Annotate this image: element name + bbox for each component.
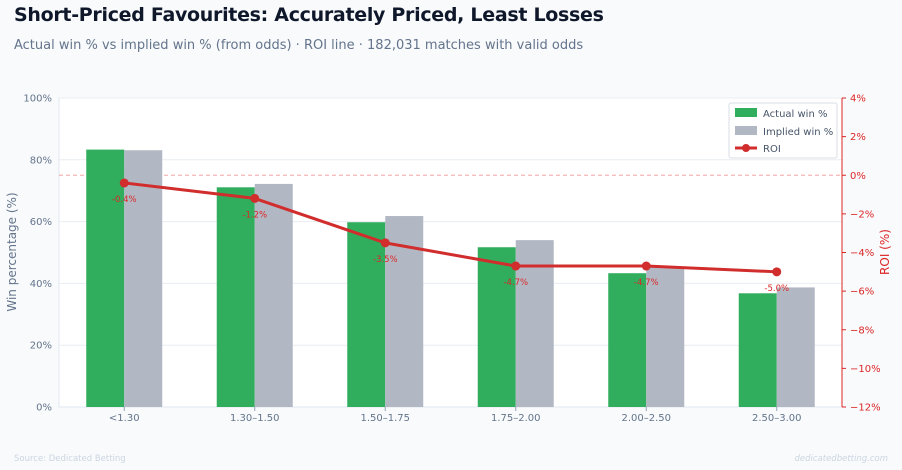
watermark: dedicatedbetting.com bbox=[794, 454, 888, 464]
roi-data-label: -4.7% bbox=[503, 278, 528, 288]
chart-subtitle: Actual win % vs implied win % (from odds… bbox=[14, 38, 584, 53]
roi-data-label: -4.7% bbox=[634, 278, 659, 288]
roi-data-label: -5.0% bbox=[764, 284, 789, 294]
y-tick-label-right: −10% bbox=[850, 364, 881, 375]
roi-point bbox=[772, 267, 782, 277]
roi-line-group: -0.4% -1.2% -3.5% -4.7% -4.7% -5.0% bbox=[112, 178, 789, 294]
axes-group: 0% 20% 40% 60% 80% 100% −12% −10% −8% −6% −4% −2% 0%… bbox=[23, 94, 880, 425]
y-tick-label-left: 40% bbox=[30, 279, 52, 290]
chart-title: Short-Priced Favourites: Accurately Pric… bbox=[14, 4, 604, 26]
roi-data-label: -1.2% bbox=[242, 210, 267, 220]
y-tick-label-right: −6% bbox=[850, 287, 874, 298]
bar-implied bbox=[646, 267, 685, 407]
plot-area bbox=[58, 97, 843, 408]
bar-actual bbox=[477, 247, 516, 407]
roi-point bbox=[250, 193, 260, 203]
bars-group bbox=[86, 149, 815, 407]
legend-label-roi: ROI bbox=[763, 144, 781, 155]
y-tick-label-right: 4% bbox=[850, 94, 866, 105]
bar-implied bbox=[776, 287, 815, 407]
x-tick-label: 1.75–2.00 bbox=[491, 413, 541, 424]
bar-implied bbox=[254, 183, 293, 407]
bar-actual bbox=[608, 273, 647, 407]
roi-point bbox=[380, 238, 390, 248]
legend: Actual win % Implied win % ROI bbox=[728, 102, 838, 159]
source-note: Source: Dedicated Betting bbox=[14, 454, 126, 464]
y-tick-label-right: −12% bbox=[850, 403, 881, 414]
roi-point bbox=[119, 178, 129, 188]
y-tick-label-left: 100% bbox=[23, 94, 52, 105]
x-tick-label: <1.30 bbox=[109, 413, 140, 424]
x-tick-label: 2.00–2.50 bbox=[621, 413, 671, 424]
x-tick-label: 1.50–1.75 bbox=[360, 413, 410, 424]
grid-lines bbox=[59, 97, 842, 346]
legend-swatch-actual bbox=[735, 108, 757, 117]
y-tick-label-right: 2% bbox=[850, 132, 866, 143]
y-tick-label-right: 0% bbox=[850, 171, 866, 182]
bar-actual bbox=[216, 187, 255, 407]
bar-implied bbox=[124, 150, 163, 407]
roi-point bbox=[511, 261, 521, 271]
y-tick-label-left: 20% bbox=[30, 341, 52, 352]
y-tick-label-left: 60% bbox=[30, 217, 52, 228]
y-axis-label-left: Win percentage (%) bbox=[5, 192, 19, 311]
legend-swatch-implied bbox=[735, 126, 757, 135]
y-tick-label-right: −2% bbox=[850, 209, 874, 220]
bar-actual bbox=[347, 222, 386, 407]
y-tick-label-left: 0% bbox=[36, 403, 52, 414]
roi-data-label: -3.5% bbox=[373, 255, 398, 265]
roi-point bbox=[641, 261, 651, 271]
y-tick-label-right: −4% bbox=[850, 248, 874, 259]
legend-label-implied: Implied win % bbox=[763, 127, 833, 138]
y-axis-label-right: ROI (%) bbox=[878, 229, 892, 275]
x-tick-label: 2.50–3.00 bbox=[752, 413, 802, 424]
bar-actual bbox=[86, 149, 125, 407]
x-tick-label: 1.30–1.50 bbox=[230, 413, 280, 424]
roi-line bbox=[124, 181, 777, 274]
y-tick-label-left: 80% bbox=[30, 155, 52, 166]
y-tick-label-right: −8% bbox=[850, 325, 874, 336]
bar-implied bbox=[515, 240, 554, 407]
legend-swatch-roi-marker bbox=[742, 144, 750, 152]
legend-label-actual: Actual win % bbox=[763, 109, 827, 120]
bar-actual bbox=[738, 293, 777, 407]
roi-data-label: -0.4% bbox=[112, 195, 137, 205]
